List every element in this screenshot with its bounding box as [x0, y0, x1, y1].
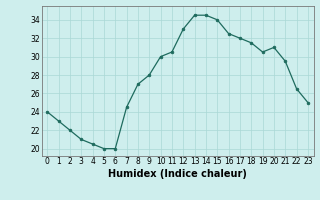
X-axis label: Humidex (Indice chaleur): Humidex (Indice chaleur): [108, 169, 247, 179]
